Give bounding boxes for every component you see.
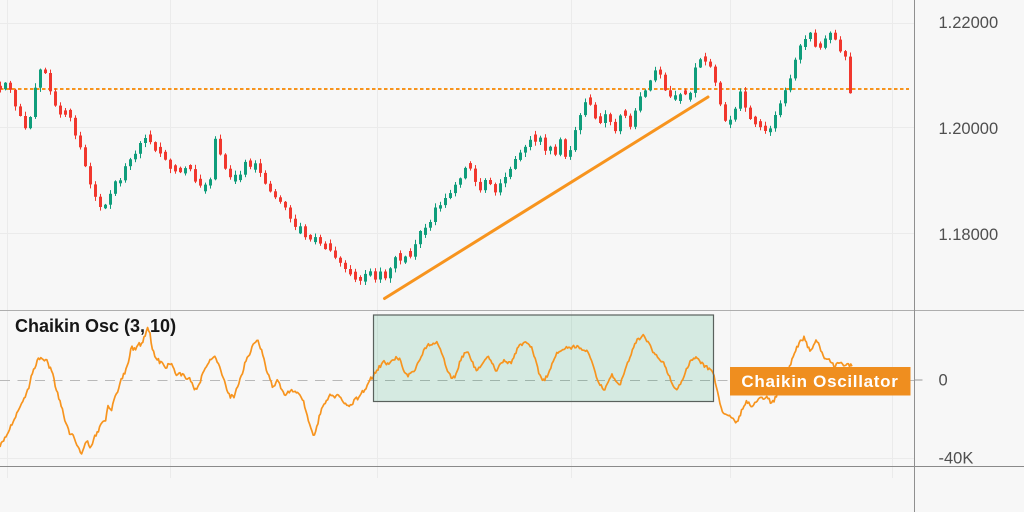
svg-text:Chaikin Oscillator: Chaikin Oscillator	[741, 372, 898, 391]
svg-text:1.20000: 1.20000	[939, 120, 999, 138]
svg-text:Chaikin Osc (3, 10): Chaikin Osc (3, 10)	[15, 316, 176, 336]
svg-text:-40K: -40K	[939, 450, 974, 468]
svg-text:1.22000: 1.22000	[939, 14, 999, 32]
svg-text:0: 0	[939, 372, 948, 390]
svg-text:1.18000: 1.18000	[939, 226, 999, 244]
